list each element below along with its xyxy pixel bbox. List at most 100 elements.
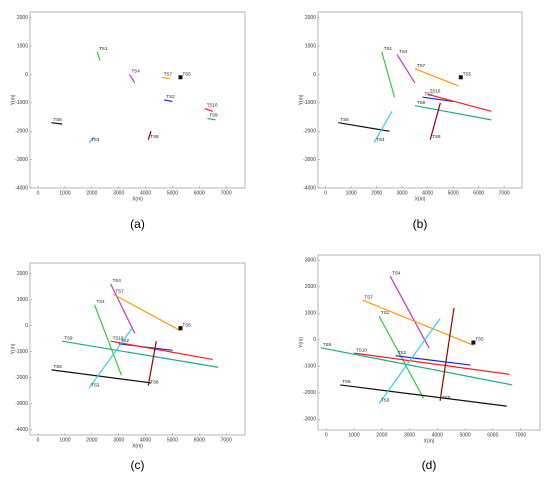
x-tick-label: 1000 — [349, 432, 360, 438]
x-tick-label: 5000 — [448, 190, 459, 196]
track-label: TS10 — [207, 103, 218, 108]
track-label: TS2 — [121, 338, 130, 343]
y-tick-label: -1000 — [15, 100, 28, 106]
point — [471, 340, 476, 345]
x-axis-label: X(m) — [415, 196, 426, 202]
plot-frame — [317, 11, 523, 189]
x-tick-label: 3000 — [404, 432, 415, 438]
x-tick-label: 3000 — [113, 190, 124, 196]
y-tick-label: 2000 — [305, 15, 316, 21]
caption: (d) — [422, 458, 437, 472]
x-tick-label: 0 — [37, 190, 40, 196]
track-label: TS1 — [384, 46, 393, 51]
track — [414, 105, 492, 121]
y-tick-label: -2000 — [15, 129, 28, 135]
track-label: TS10 — [430, 89, 441, 94]
track — [88, 327, 133, 389]
x-tick-label: 0 — [37, 437, 40, 443]
plot-frame — [29, 262, 246, 436]
point — [458, 75, 463, 80]
track — [62, 340, 219, 368]
x-axis-label: X(m) — [424, 438, 435, 444]
y-tick-label: -3000 — [303, 417, 316, 423]
track — [93, 304, 122, 376]
track-label: TS2 — [166, 94, 175, 99]
track — [110, 283, 136, 334]
x-tick-label: 7000 — [221, 190, 232, 196]
x-tick-label: 5000 — [167, 437, 178, 443]
y-tick-label: 3000 — [305, 258, 316, 264]
track-label: TS6 — [342, 379, 351, 384]
track-label: TS9 — [323, 342, 332, 347]
track — [389, 275, 430, 349]
x-tick-label: 7000 — [499, 190, 510, 196]
y-tick-label: -3000 — [15, 157, 28, 163]
x-tick-label: 7000 — [515, 432, 526, 438]
track-label: TS7 — [164, 71, 173, 76]
track — [110, 340, 213, 361]
track-label: TS10 — [356, 347, 367, 352]
track — [88, 136, 95, 143]
x-tick-label: 0 — [325, 432, 328, 438]
track — [161, 76, 170, 80]
y-tick-label: 0 — [313, 72, 316, 78]
track — [422, 96, 454, 103]
track — [378, 318, 441, 404]
track-label: TS5 — [183, 71, 192, 76]
x-tick-label: 2000 — [86, 437, 97, 443]
track-label: TS9 — [64, 335, 73, 340]
x-tick-label: 6000 — [473, 190, 484, 196]
x-tick-label: 5000 — [167, 190, 178, 196]
track — [96, 51, 101, 61]
point — [178, 326, 183, 331]
y-axis-label: Y(m) — [10, 343, 16, 354]
x-tick-label: 7000 — [221, 437, 232, 443]
track-label: TS3 — [381, 398, 390, 403]
y-axis-label: Y(m) — [298, 94, 304, 105]
y-tick-label: -1000 — [303, 100, 316, 106]
track-label: TS7 — [115, 288, 124, 293]
track — [207, 117, 216, 121]
x-tick-label: 2000 — [376, 432, 387, 438]
track — [381, 51, 396, 98]
y-tick-label: -4000 — [15, 427, 28, 433]
x-tick-label: 6000 — [194, 190, 205, 196]
caption: (c) — [131, 458, 145, 472]
y-tick-label: 2000 — [17, 15, 28, 21]
track-label: TS4 — [399, 49, 408, 54]
y-tick-label: 2000 — [17, 271, 28, 277]
track — [51, 122, 63, 125]
x-tick-label: 2000 — [371, 190, 382, 196]
x-tick-label: 1000 — [59, 190, 70, 196]
track-label: TS1 — [381, 310, 390, 315]
track-label: TS9 — [209, 113, 218, 118]
y-tick-label: -2000 — [15, 375, 28, 381]
y-tick-label: 1000 — [305, 311, 316, 317]
track-label: TS3 — [376, 137, 385, 142]
y-tick-label: -3000 — [303, 157, 316, 163]
track-label: TS6 — [340, 117, 349, 122]
track — [147, 341, 157, 386]
x-axis-label: X(m) — [132, 443, 143, 449]
track — [395, 355, 471, 366]
y-tick-label: -4000 — [15, 185, 28, 191]
y-tick-label: -2000 — [303, 129, 316, 135]
x-tick-label: 6000 — [194, 437, 205, 443]
track-label: TS8 — [150, 134, 159, 139]
x-tick-label: 2000 — [86, 190, 97, 196]
track-label: TS1 — [97, 299, 106, 304]
track-label: TS6 — [54, 117, 63, 122]
track — [147, 131, 152, 140]
track-label: TS3 — [91, 137, 100, 142]
point — [178, 75, 183, 80]
track — [378, 315, 424, 399]
plot-frame — [29, 11, 246, 189]
track — [396, 54, 416, 84]
track — [439, 307, 455, 401]
y-tick-label: 1000 — [17, 297, 28, 303]
track-label: TS5 — [183, 322, 192, 327]
x-tick-label: 1000 — [346, 190, 357, 196]
track-label: TS9 — [417, 100, 426, 105]
caption: (a) — [130, 217, 145, 231]
